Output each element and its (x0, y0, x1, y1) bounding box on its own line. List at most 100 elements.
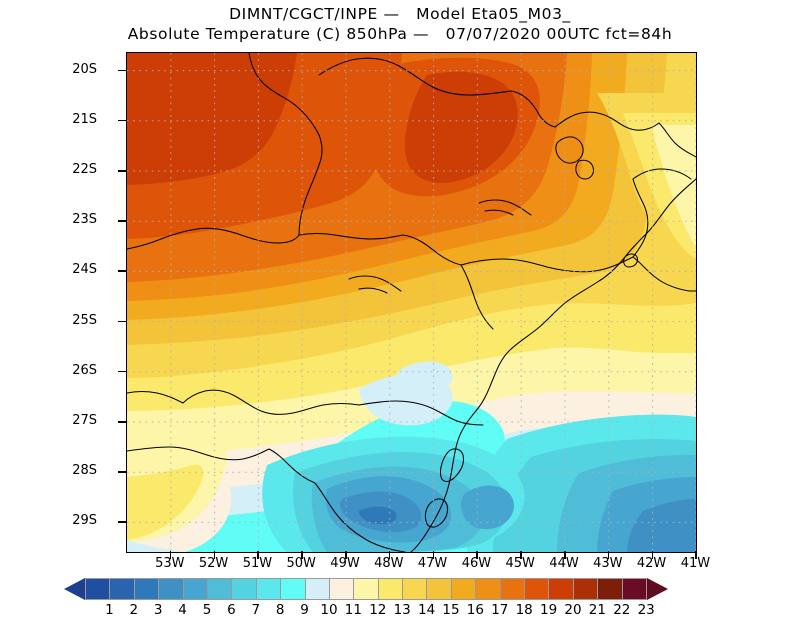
colorbar-tick-label: 21 (588, 602, 606, 618)
x-tick-label: 50W (286, 556, 316, 571)
colorbar-swatch (621, 578, 647, 600)
colorbar-tick-label: 16 (466, 602, 484, 618)
y-tick-label: 22S (72, 162, 97, 177)
y-tick-mark (118, 69, 126, 72)
y-tick-label: 29S (72, 513, 97, 529)
x-tick-label: 46W (461, 556, 492, 571)
colorbar-swatch (499, 578, 526, 600)
temperature-field (127, 53, 696, 552)
x-tick-mark (607, 551, 610, 559)
colorbar-swatch (572, 578, 599, 600)
y-tick-label: 24S (72, 262, 97, 278)
colorbar-tick-label: 15 (442, 602, 460, 618)
x-tick-mark (345, 551, 347, 559)
colorbar-swatch (402, 578, 428, 600)
map-borders (127, 53, 696, 552)
colorbar-tick-label: 3 (153, 602, 163, 618)
colorbar-swatch (328, 578, 355, 600)
colorbar-under-arrow (64, 578, 85, 600)
y-tick-mark (118, 170, 126, 172)
y-tick-mark (118, 370, 126, 373)
y-tick-label: 26S (72, 362, 97, 378)
x-tick-label: 43W (593, 556, 623, 571)
title-line-2: Absolute Temperature (C) 850hPa — 07/07/… (127, 25, 673, 43)
colorbar-ticklabels: 1 2 3 4 5 6 7 8 9 10 11 12 13 14 15 16 17 18 19 20 21 22 23 (0, 602, 800, 618)
x-tick-label: 52W (198, 556, 229, 571)
x-tick-label: 41W (680, 556, 711, 571)
colorbar-swatch (426, 578, 452, 600)
colorbar-swatch (133, 578, 160, 600)
x-tick-mark (301, 551, 303, 559)
title-line-1: DIMNT/CGCT/INPE — Model Eta05_M03_ (229, 5, 571, 23)
x-tick-label: 53W (155, 556, 185, 571)
x-tick-mark (257, 551, 259, 559)
colorbar-tick-label: 23 (637, 602, 655, 618)
colorbar-tick-label: 6 (227, 602, 236, 618)
colorbar-swatch (377, 578, 404, 600)
x-tick-label: 47W (417, 556, 448, 571)
y-tick-label: 27S (72, 413, 97, 428)
x-tick-mark (564, 551, 566, 559)
x-tick-mark (695, 551, 697, 559)
colorbar-tick-label: 18 (515, 602, 533, 618)
x-tick-label: 49W (330, 556, 360, 571)
y-tick-mark (118, 270, 126, 272)
y-tick-mark (118, 320, 126, 323)
colorbar-swatch (304, 578, 330, 600)
map-gridlines (127, 53, 696, 552)
y-tick-label: 23S (72, 212, 97, 228)
y-tick-label: 25S (72, 312, 97, 328)
x-tick-mark (651, 551, 654, 559)
colorbar-swatch (206, 578, 233, 600)
colorbar-swatch (255, 578, 282, 600)
y-tick-mark (118, 521, 126, 523)
colorbar-tick-label: 13 (393, 602, 411, 618)
x-tick-mark (388, 551, 391, 559)
map-plot-area (126, 52, 697, 553)
y-tick-mark (118, 421, 126, 423)
colorbar-tick-label: 8 (275, 602, 285, 618)
colorbar-tick-label: 14 (418, 602, 436, 618)
colorbar-tick-label: 1 (105, 602, 114, 618)
colorbar-tick-label: 22 (613, 602, 631, 618)
colorbar-over-arrow (647, 578, 669, 600)
colorbar-swatch (158, 578, 184, 600)
colorbar-tick-label: 4 (178, 602, 187, 618)
chart-title: DIMNT/CGCT/INPE — Model Eta05_M03_ Absol… (0, 4, 800, 44)
x-tick-label: 42W (636, 556, 667, 571)
colorbar-swatch (280, 578, 306, 600)
colorbar-tick-label: 17 (491, 602, 509, 618)
colorbar-swatch (450, 578, 477, 600)
colorbar-tick-label: 10 (320, 602, 338, 618)
colorbar-tick-label: 9 (300, 602, 309, 618)
y-tick-label: 21S (72, 111, 97, 127)
x-tick-label: 48W (374, 556, 404, 571)
colorbar-swatch (548, 578, 574, 600)
colorbar-swatch (597, 578, 623, 600)
colorbar-tick-label: 5 (202, 602, 212, 618)
colorbar-swatch (231, 578, 257, 600)
map-canvas (127, 53, 696, 552)
y-tick-label: 28S (72, 463, 97, 479)
colorbar-swatch (85, 578, 111, 600)
colorbar-swatch (182, 578, 208, 600)
x-tick-mark (520, 551, 522, 559)
y-tick-label: 20S (72, 61, 97, 77)
y-tick-mark (118, 471, 126, 473)
colorbar: 1 2 3 4 5 6 7 8 9 10 11 12 13 14 15 16 17 18 19 20 21 22 23 (0, 575, 800, 618)
colorbar-swatches (85, 578, 647, 600)
colorbar-tick-label: 2 (129, 602, 139, 618)
colorbar-swatch (353, 578, 379, 600)
x-tick-mark (213, 551, 216, 559)
x-tick-label: 44W (549, 556, 579, 571)
colorbar-tick-label: 11 (344, 602, 362, 618)
colorbar-tick-label: 20 (564, 602, 582, 618)
colorbar-swatch (475, 578, 501, 600)
y-tick-mark (118, 220, 126, 222)
colorbar-tick-label: 12 (369, 602, 387, 618)
x-tick-label: 45W (505, 556, 535, 571)
x-tick-label: 51W (242, 556, 273, 571)
x-tick-mark (476, 551, 478, 559)
y-tick-mark (118, 119, 126, 122)
colorbar-tick-label: 7 (251, 602, 261, 618)
